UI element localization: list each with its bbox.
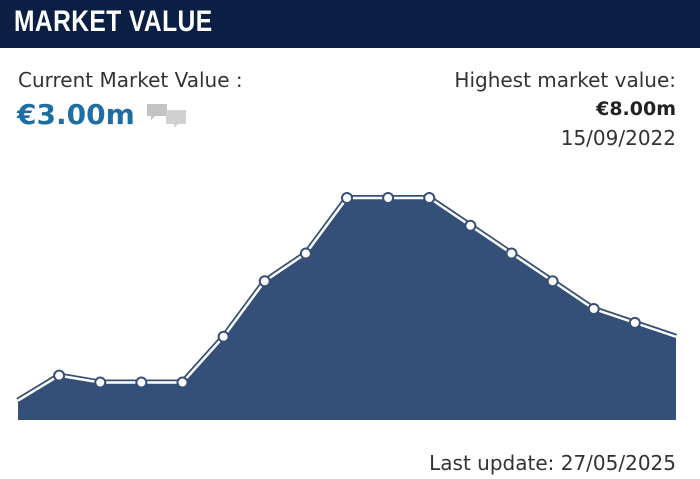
current-label: Current Market Value : [18,68,243,92]
data-point[interactable] [505,247,518,260]
area-fill [18,198,676,420]
last-update: Last update: 27/05/2025 [429,451,676,475]
data-point[interactable] [176,376,189,389]
data-point[interactable] [464,219,477,232]
highest-label: Highest market value: [454,68,676,92]
title: MARKET VALUE [14,5,213,38]
data-point[interactable] [587,303,600,315]
data-point[interactable] [546,275,559,288]
data-point[interactable] [299,247,312,260]
data-point[interactable] [628,316,641,329]
data-point[interactable] [382,192,395,204]
header: MARKET VALUE [0,0,700,48]
data-point[interactable] [53,369,66,382]
data-point[interactable] [94,376,107,389]
data-point[interactable] [135,376,148,389]
data-point[interactable] [217,330,230,343]
highest-date: 15/09/2022 [560,126,676,150]
comment-icon[interactable] [147,104,186,128]
data-point[interactable] [341,192,353,204]
data-point[interactable] [423,192,436,204]
data-point[interactable] [258,275,271,288]
current-value: €3.00m [17,98,135,131]
highest-value: €8.00m [596,98,676,120]
